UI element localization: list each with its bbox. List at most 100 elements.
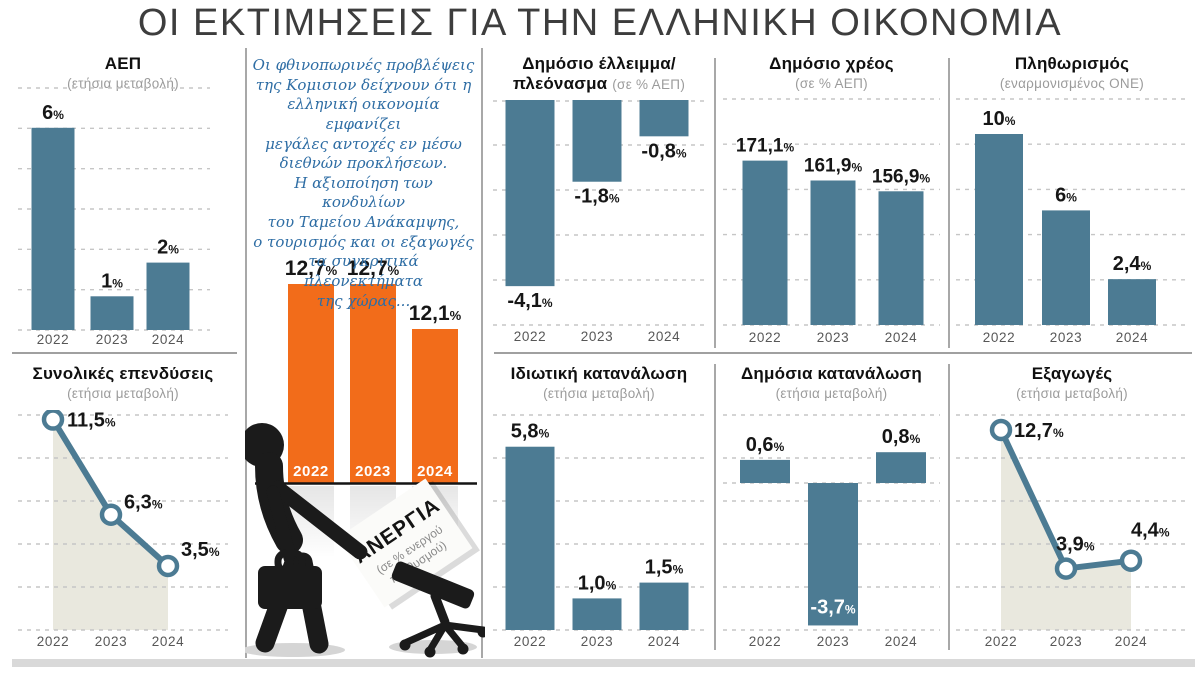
svg-text:12,7%: 12,7% — [1014, 420, 1064, 442]
svg-text:-4,1%: -4,1% — [507, 290, 552, 312]
panel-gdp: ΑΕΠ (ετήσια μεταβολή) 6% 2022 1% 2023 2% 2024 — [12, 48, 234, 352]
public-consumption-chart: 0,6% 2022 -3,7% 2023 0,8% 2024 — [719, 410, 944, 660]
svg-text:2024: 2024 — [648, 329, 680, 344]
debt-chart: 171,1% 2022 161,9% 2023 156,9% 2024 — [719, 98, 944, 355]
footer-bar — [12, 659, 1195, 667]
svg-text:0,8%: 0,8% — [882, 426, 921, 448]
divider — [948, 58, 950, 348]
exports-header: Εξαγωγές (ετήσια μεταβολή) — [952, 358, 1192, 401]
svg-text:2023: 2023 — [817, 330, 849, 345]
unemployment-sign: ΑΝΕΡΓΙΑ (σε % ενεργού πληθυσμού) — [337, 478, 480, 610]
debt-title: Δημόσιο χρέος — [769, 54, 894, 73]
svg-text:2023: 2023 — [817, 634, 849, 649]
man-silhouette — [245, 423, 368, 654]
unemployed-man-illustration: ΑΝΕΡΓΙΑ (σε % ενεργού πληθυσμού) — [245, 423, 485, 658]
inflation-title: Πληθωρισμός — [1014, 54, 1130, 73]
investments-header: Συνολικές επενδύσεις (ετήσια μεταβολή) — [12, 358, 234, 401]
svg-text:12,1%: 12,1% — [409, 302, 462, 325]
svg-text:2024: 2024 — [885, 634, 917, 649]
svg-text:2022: 2022 — [749, 330, 781, 345]
public-consumption-subtitle: (ετήσια μεταβολή) — [775, 385, 888, 401]
svg-text:2022: 2022 — [983, 330, 1015, 345]
office-chair — [391, 561, 485, 658]
svg-text:6%: 6% — [42, 102, 64, 124]
svg-text:2023: 2023 — [1050, 634, 1082, 649]
svg-text:1%: 1% — [101, 270, 123, 292]
private-consumption-title: Ιδιωτική κατανάλωση — [510, 364, 688, 383]
svg-text:2023: 2023 — [95, 634, 127, 649]
briefcase — [258, 566, 322, 609]
deficit-subtitle: (σε % ΑΕΠ) — [612, 76, 686, 92]
divider — [245, 48, 247, 658]
svg-text:6%: 6% — [1055, 184, 1077, 206]
inflation-chart: 10% 2022 6% 2023 2,4% 2024 — [952, 98, 1192, 355]
svg-text:1,0%: 1,0% — [578, 572, 617, 594]
panel-private-consumption: Ιδιωτική κατανάλωση (ετήσια μεταβολή) 5,… — [489, 358, 709, 655]
investments-subtitle: (ετήσια μεταβολή) — [67, 385, 179, 401]
deficit-chart: -4,1% 2022 -1,8% 2023 -0,8% 2024 — [489, 100, 709, 355]
svg-text:12,7%: 12,7% — [285, 257, 338, 280]
public-consumption-header: Δημόσια κατανάλωση (ετήσια μεταβολή) — [719, 358, 944, 401]
svg-text:12,7%: 12,7% — [347, 257, 400, 280]
page-title: ΟΙ ΕΚΤΙΜΗΣΕΙΣ ΓΙΑ ΤΗΝ ΕΛΛΗΝΙΚΗ ΟΙΚΟΝΟΜΙΑ — [137, 2, 1063, 44]
svg-text:2022: 2022 — [293, 463, 329, 480]
private-consumption-subtitle: (ετήσια μεταβολή) — [543, 385, 655, 401]
debt-header: Δημόσιο χρέος (σε % ΑΕΠ) — [719, 48, 944, 91]
svg-text:3,9%: 3,9% — [1056, 534, 1095, 556]
svg-text:2024: 2024 — [152, 332, 184, 347]
svg-text:2024: 2024 — [417, 463, 453, 480]
svg-text:2022: 2022 — [37, 634, 69, 649]
inflation-subtitle: (εναρμονισμένος ΟΝΕ) — [999, 75, 1145, 91]
svg-text:2,4%: 2,4% — [1113, 253, 1152, 275]
svg-text:2023: 2023 — [581, 329, 613, 344]
investments-chart: 11,5% 2022 6,3% 2023 3,5% 2024 — [12, 408, 234, 660]
commission-note: Οι φθινοπωρινές προβλέψεις της Κομισιον … — [252, 56, 475, 310]
divider — [714, 58, 716, 348]
svg-text:-3,7%: -3,7% — [810, 596, 855, 618]
panel-exports: Εξαγωγές (ετήσια μεταβολή) 12,7% 2022 3,9%… — [952, 358, 1192, 655]
panel-debt: Δημόσιο χρέος (σε % ΑΕΠ) 171,1% 2022 161,9… — [719, 48, 944, 352]
svg-text:4,4%: 4,4% — [1131, 520, 1170, 542]
gdp-subtitle: (ετήσια μεταβολή) — [67, 75, 179, 91]
svg-text:2%: 2% — [157, 237, 179, 259]
svg-text:2024: 2024 — [1115, 634, 1147, 649]
svg-text:2023: 2023 — [96, 332, 128, 347]
svg-text:1,5%: 1,5% — [645, 557, 684, 579]
divider — [948, 364, 950, 650]
svg-text:0,6%: 0,6% — [746, 434, 785, 456]
svg-text:2022: 2022 — [985, 634, 1017, 649]
exports-subtitle: (ετήσια μεταβολή) — [1016, 385, 1128, 401]
svg-text:161,9%: 161,9% — [804, 155, 863, 176]
private-consumption-header: Ιδιωτική κατανάλωση (ετήσια μεταβολή) — [489, 358, 709, 401]
svg-text:2024: 2024 — [648, 634, 680, 649]
public-consumption-title: Δημόσια κατανάλωση — [741, 364, 922, 383]
svg-text:2023: 2023 — [581, 634, 613, 649]
svg-text:2023: 2023 — [355, 463, 391, 480]
gdp-header: ΑΕΠ (ετήσια μεταβολή) — [12, 48, 234, 91]
svg-text:2024: 2024 — [152, 634, 184, 649]
divider — [494, 352, 1192, 354]
svg-text:156,9%: 156,9% — [872, 166, 931, 187]
investments-title: Συνολικές επενδύσεις — [32, 364, 214, 383]
panel-investments: Συνολικές επενδύσεις (ετήσια μεταβολή) 1… — [12, 358, 234, 655]
exports-title: Εξαγωγές — [1031, 364, 1113, 383]
deficit-title: Δημόσιο έλλειμμα/πλεόνασμα (σε % ΑΕΠ) — [512, 54, 686, 93]
debt-subtitle: (σε % ΑΕΠ) — [795, 75, 868, 91]
panel-deficit: Δημόσιο έλλειμμα/πλεόνασμα (σε % ΑΕΠ) -4… — [489, 48, 709, 352]
inflation-header: Πληθωρισμός (εναρμονισμένος ΟΝΕ) — [952, 48, 1192, 91]
svg-text:-0,8%: -0,8% — [641, 140, 686, 162]
svg-text:2023: 2023 — [1050, 330, 1082, 345]
gdp-chart: 6% 2022 1% 2023 2% 2024 — [12, 86, 234, 361]
svg-text:5,8%: 5,8% — [511, 421, 550, 443]
svg-text:2022: 2022 — [514, 329, 546, 344]
svg-text:3,5%: 3,5% — [181, 539, 220, 561]
exports-chart: 12,7% 2022 3,9% 2023 4,4% 2024 — [952, 410, 1192, 660]
divider — [714, 364, 716, 650]
svg-text:6,3%: 6,3% — [124, 492, 163, 514]
svg-text:2022: 2022 — [37, 332, 69, 347]
svg-text:2022: 2022 — [514, 634, 546, 649]
private-consumption-chart: 5,8% 2022 1,0% 2023 1,5% 2024 — [489, 410, 709, 660]
svg-text:10%: 10% — [983, 108, 1016, 130]
svg-text:171,1%: 171,1% — [736, 136, 795, 157]
panel-inflation: Πληθωρισμός (εναρμονισμένος ΟΝΕ) 10% 2022… — [952, 48, 1192, 352]
